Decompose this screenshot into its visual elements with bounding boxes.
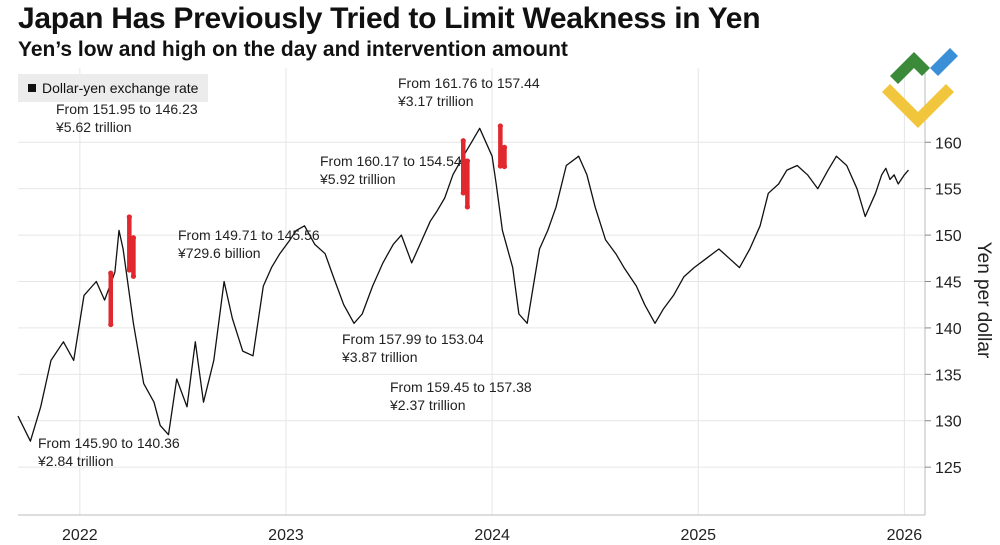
- intervention-high-dot: [126, 214, 132, 220]
- intervention-label: From 161.76 to 157.44: [398, 75, 540, 91]
- x-tick-label: 2022: [62, 527, 98, 544]
- intervention-amount: ¥3.87 trillion: [341, 349, 418, 365]
- intervention-markers: [108, 123, 508, 328]
- chart-title: Japan Has Previously Tried to Limit Weak…: [18, 2, 761, 35]
- intervention-amount: ¥729.6 billion: [177, 245, 261, 261]
- intervention-label: From 160.17 to 154.54: [320, 153, 462, 169]
- intervention-amount: ¥5.62 trillion: [55, 119, 132, 135]
- brand-logo-icon: [882, 48, 958, 128]
- intervention-labels: From 145.90 to 140.36 ¥2.84 trillion From …: [37, 75, 540, 469]
- intervention-low-dot: [460, 190, 466, 196]
- y-tick-label: 130: [935, 414, 962, 431]
- y-tick-label: 155: [935, 182, 962, 199]
- intervention-label: From 149.71 to 145.56: [178, 227, 320, 243]
- y-tick-label: 160: [935, 135, 962, 152]
- intervention-label: From 151.95 to 146.23: [56, 101, 198, 117]
- y-tick-label: 135: [935, 367, 962, 384]
- y-tick-label: 150: [935, 228, 962, 245]
- x-tick-label: 2023: [268, 527, 304, 544]
- series-line-dollar-yen: [17, 127, 909, 442]
- intervention-low-dot: [126, 267, 132, 273]
- x-tick-label: 2026: [887, 527, 923, 544]
- intervention-high-dot: [130, 235, 137, 241]
- y-tick-label: 145: [935, 275, 962, 292]
- tick-labels: 125 130 135 140 145 150 155 160 2022 2023 2024 2025…: [62, 135, 962, 544]
- intervention-label: From 145.90 to 140.36: [38, 435, 180, 451]
- axes: [18, 68, 931, 516]
- intervention-high-dot: [501, 144, 508, 150]
- legend-label: Dollar-yen exchange rate: [42, 80, 199, 96]
- legend: Dollar-yen exchange rate: [18, 74, 209, 102]
- y-axis-label: Yen per dollar: [973, 242, 994, 359]
- chart-subtitle: Yen’s low and high on the day and interv…: [18, 38, 568, 61]
- x-tick-label: 2025: [680, 527, 716, 544]
- intervention-low-dot: [501, 163, 508, 170]
- intervention-high-dot: [464, 158, 470, 164]
- intervention-low-dot: [464, 204, 470, 210]
- intervention-label: From 157.99 to 153.04: [342, 331, 484, 347]
- y-tick-label: 125: [935, 460, 962, 477]
- intervention-amount: ¥2.37 trillion: [389, 397, 466, 413]
- intervention-amount: ¥5.92 trillion: [319, 171, 396, 187]
- intervention-high-dot: [460, 138, 466, 144]
- intervention-amount: ¥3.17 trillion: [397, 93, 474, 109]
- intervention-amount: ¥2.84 trillion: [37, 453, 114, 469]
- intervention-high-dot: [497, 123, 503, 129]
- intervention-low-dot: [108, 321, 114, 328]
- intervention-low-dot: [497, 163, 503, 169]
- y-tick-label: 140: [935, 321, 962, 338]
- intervention-high-dot: [108, 270, 114, 276]
- intervention-label: From 159.45 to 157.38: [390, 379, 532, 395]
- legend-swatch: [28, 84, 36, 92]
- intervention-low-dot: [130, 273, 137, 279]
- gridlines: [18, 68, 925, 515]
- x-tick-label: 2024: [474, 527, 510, 544]
